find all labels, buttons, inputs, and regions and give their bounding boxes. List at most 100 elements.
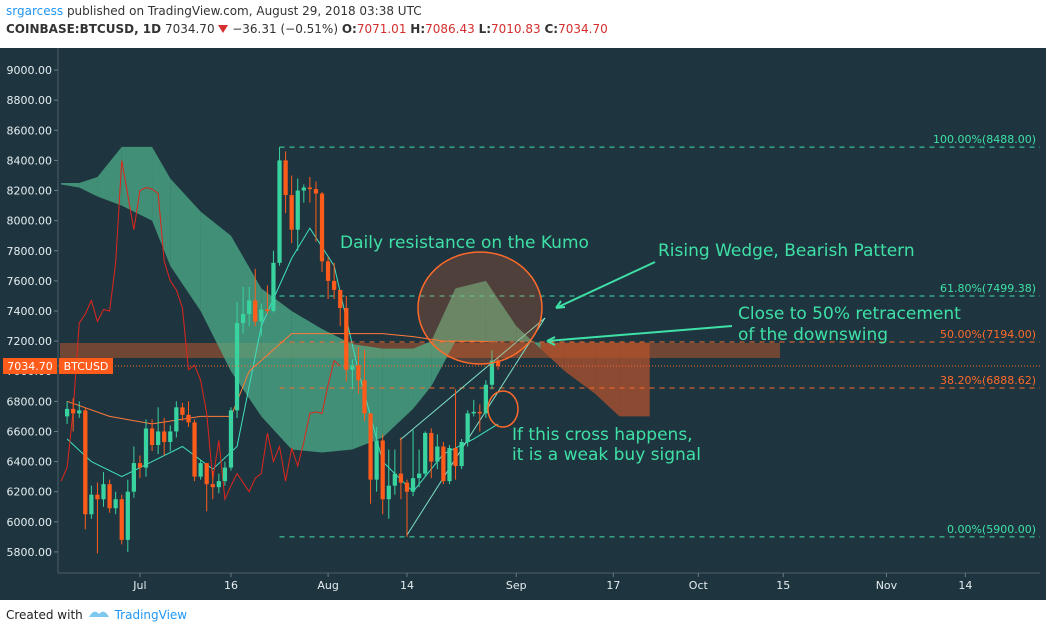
candle-body xyxy=(259,309,264,322)
candle-body xyxy=(180,407,185,415)
candle-body xyxy=(137,463,143,468)
candle-body xyxy=(477,411,482,414)
x-tick-label: 16 xyxy=(224,579,238,592)
candle-body xyxy=(386,485,391,500)
y-tick-label: 6000.00 xyxy=(7,516,53,529)
ohlc-value: 7071.01 xyxy=(356,22,407,36)
y-tick-label: 6400.00 xyxy=(7,456,53,469)
candle-body xyxy=(295,190,300,230)
footer-brand[interactable]: TradingView xyxy=(114,608,188,622)
kumo-segment xyxy=(200,211,231,372)
kumo-segment xyxy=(382,348,414,438)
ohlc-key: L: xyxy=(478,22,492,36)
fib-label: 100.00%(8488.00) xyxy=(933,133,1036,146)
kumo-segment xyxy=(352,344,383,450)
candle-body xyxy=(404,482,410,492)
candle-body xyxy=(77,410,82,414)
x-tick-label: Jul xyxy=(132,579,146,592)
candle-body xyxy=(429,432,434,462)
x-tick-label: 17 xyxy=(606,579,620,592)
candle-body xyxy=(119,499,124,540)
candle-body xyxy=(447,448,452,482)
y-tick-label: 8400.00 xyxy=(7,154,53,167)
candle-body xyxy=(380,440,385,500)
annotation-arrow xyxy=(555,261,656,309)
candle-body xyxy=(234,323,240,411)
y-tick-label: 8200.00 xyxy=(7,185,53,198)
wedge-line xyxy=(399,317,546,441)
fib-label: 38.20%(6888.62) xyxy=(940,374,1036,387)
annotation-circle xyxy=(417,251,543,365)
candle-body xyxy=(204,463,209,485)
fib-label: 0.00%(5900.00) xyxy=(947,523,1036,536)
candle-body xyxy=(489,360,495,385)
candle-body xyxy=(392,473,397,486)
ohlc-key: O: xyxy=(341,22,357,36)
tv-logo xyxy=(88,611,109,617)
candle-body xyxy=(368,413,373,480)
y-tick-label: 7200.00 xyxy=(7,335,53,348)
kumo-segment xyxy=(152,146,171,266)
footer-prefix: Created with xyxy=(6,608,83,622)
candle-body xyxy=(228,410,234,468)
candle-body xyxy=(216,481,221,488)
author[interactable]: srgarcess xyxy=(6,4,64,18)
kumo-segment xyxy=(595,342,620,417)
down-arrow xyxy=(218,25,229,33)
annotation: it is a weak buy signal xyxy=(512,445,701,465)
price-tag-label: 7034.70 xyxy=(7,360,53,373)
candle-body xyxy=(435,446,440,462)
candle-body xyxy=(416,473,422,479)
ohlc-key: H: xyxy=(410,22,426,36)
candle-body xyxy=(350,365,355,370)
candle-body xyxy=(374,440,379,480)
annotation: of the downswing xyxy=(738,325,888,345)
candle-body xyxy=(186,414,191,423)
annotation-arrow xyxy=(546,325,733,346)
candle-body xyxy=(198,463,203,477)
candle-body xyxy=(325,261,331,281)
candle-body xyxy=(362,380,367,414)
header-line: COINBASE:BTCUSD, 1D 7034.70 −36.31 (−0.5… xyxy=(6,20,608,38)
candle-body xyxy=(265,309,270,311)
annotation: Rising Wedge, Bearish Pattern xyxy=(658,241,915,261)
candle-body xyxy=(89,494,94,515)
candle-body xyxy=(222,467,228,482)
published: published on TradingView.com, August 29,… xyxy=(66,4,422,18)
candle-body xyxy=(71,408,76,414)
candle-body xyxy=(168,431,173,442)
y-tick-label: 8600.00 xyxy=(7,124,53,137)
y-tick-label: 6200.00 xyxy=(7,486,53,499)
x-tick-label: Nov xyxy=(876,579,898,592)
ohlc-key: C: xyxy=(544,22,559,36)
candle-body xyxy=(131,463,136,492)
candle-body xyxy=(83,410,88,515)
candle-body xyxy=(423,432,428,474)
wedge-line xyxy=(406,317,546,536)
candle-body xyxy=(344,307,349,370)
candle-body xyxy=(101,484,106,500)
kumo-segment xyxy=(97,146,122,206)
candle-body xyxy=(192,422,197,477)
kumo-segment xyxy=(431,288,456,387)
kumo-segment xyxy=(516,326,541,349)
candle-body xyxy=(271,262,276,311)
ohlc-value: 7086.43 xyxy=(425,22,475,36)
candle-body xyxy=(107,484,112,509)
candle-body xyxy=(313,189,319,194)
header: srgarcess published on TradingView.com, … xyxy=(6,2,608,38)
y-tick-label: 7800.00 xyxy=(7,245,53,258)
header-line: srgarcess published on TradingView.com, … xyxy=(6,2,608,20)
candle-body xyxy=(483,384,489,414)
x-tick-label: Sep xyxy=(506,579,527,592)
kumo-segment xyxy=(261,288,292,450)
chikou-line xyxy=(60,160,341,502)
symbol: COINBASE:BTCUSD, 1D xyxy=(6,22,162,36)
candle-body xyxy=(143,428,149,468)
annotation-circle xyxy=(487,390,519,428)
price: 7034.70 xyxy=(164,22,215,36)
fib-label: 61.80%(7499.38) xyxy=(940,282,1036,295)
candle-body xyxy=(210,484,215,488)
candle-body xyxy=(332,280,337,290)
